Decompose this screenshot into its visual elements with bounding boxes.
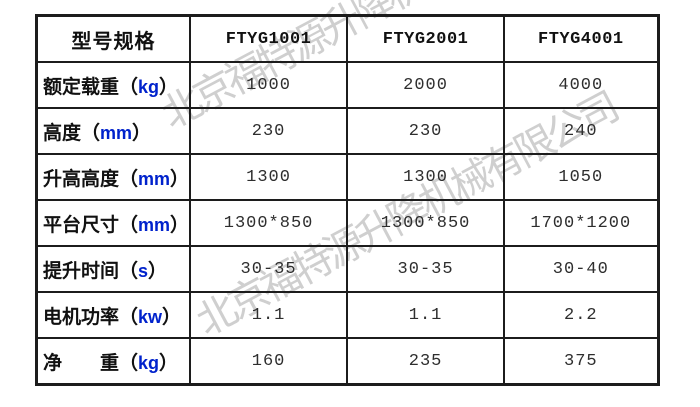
header-row: 型号规格 FTYG1001 FTYG2001 FTYG4001 — [35, 14, 660, 63]
cell-value: 30-35 — [346, 245, 506, 293]
cell-value: 160 — [189, 337, 349, 386]
table-row-rated-load: 额定载重（kg） 1000 2000 4000 — [35, 61, 660, 109]
col-header-model-ftyg4001: FTYG4001 — [503, 14, 660, 63]
unit-label: kg — [138, 352, 160, 373]
cell-value: 230 — [346, 107, 506, 155]
cell-value: 230 — [189, 107, 349, 155]
cell-value: 1300 — [189, 153, 349, 201]
table-row-height: 高度（mm） 230 230 240 — [35, 107, 660, 155]
cell-value: 1.1 — [189, 291, 349, 339]
cell-value: 2.2 — [503, 291, 660, 339]
cell-value: 375 — [503, 337, 660, 386]
spec-table: 型号规格 FTYG1001 FTYG2001 FTYG4001 额定载重（kg）… — [35, 14, 660, 386]
col-header-model-ftyg1001: FTYG1001 — [189, 14, 349, 63]
table-row-lift-height: 升高高度（mm） 1300 1300 1050 — [35, 153, 660, 201]
cell-value: 4000 — [503, 61, 660, 109]
cell-value: 1700*1200 — [503, 199, 660, 247]
cell-value: 1300 — [346, 153, 506, 201]
cell-value: 2000 — [346, 61, 506, 109]
row-label-lift-height: 升高高度（mm） — [35, 153, 192, 201]
unit-label: mm — [138, 168, 171, 189]
row-label-height: 高度（mm） — [35, 107, 192, 155]
unit-label: mm — [138, 214, 171, 235]
table-row-platform-size: 平台尺寸（mm） 1300*850 1300*850 1700*1200 — [35, 199, 660, 247]
row-label-motor-power: 电机功率（kw） — [35, 291, 192, 339]
row-label-platform-size: 平台尺寸（mm） — [35, 199, 192, 247]
cell-value: 30-40 — [503, 245, 660, 293]
table-row-net-weight: 净 重（kg） 160 235 375 — [35, 337, 660, 386]
col-header-model-ftyg2001: FTYG2001 — [346, 14, 506, 63]
cell-value: 1300*850 — [346, 199, 506, 247]
row-label-rated-load: 额定载重（kg） — [35, 61, 192, 109]
table-row-motor-power: 电机功率（kw） 1.1 1.1 2.2 — [35, 291, 660, 339]
unit-label: s — [138, 260, 149, 281]
unit-label: mm — [100, 122, 133, 143]
cell-value: 30-35 — [189, 245, 349, 293]
table-row-lift-time: 提升时间（s） 30-35 30-35 30-40 — [35, 245, 660, 293]
unit-label: kg — [138, 76, 160, 97]
row-label-net-weight: 净 重（kg） — [35, 337, 192, 386]
cell-value: 1000 — [189, 61, 349, 109]
cell-value: 235 — [346, 337, 506, 386]
unit-label: kw — [138, 306, 163, 327]
cell-value: 1300*850 — [189, 199, 349, 247]
cell-value: 1050 — [503, 153, 660, 201]
cell-value: 240 — [503, 107, 660, 155]
cell-value: 1.1 — [346, 291, 506, 339]
row-label-lift-time: 提升时间（s） — [35, 245, 192, 293]
col-header-spec: 型号规格 — [35, 14, 192, 63]
